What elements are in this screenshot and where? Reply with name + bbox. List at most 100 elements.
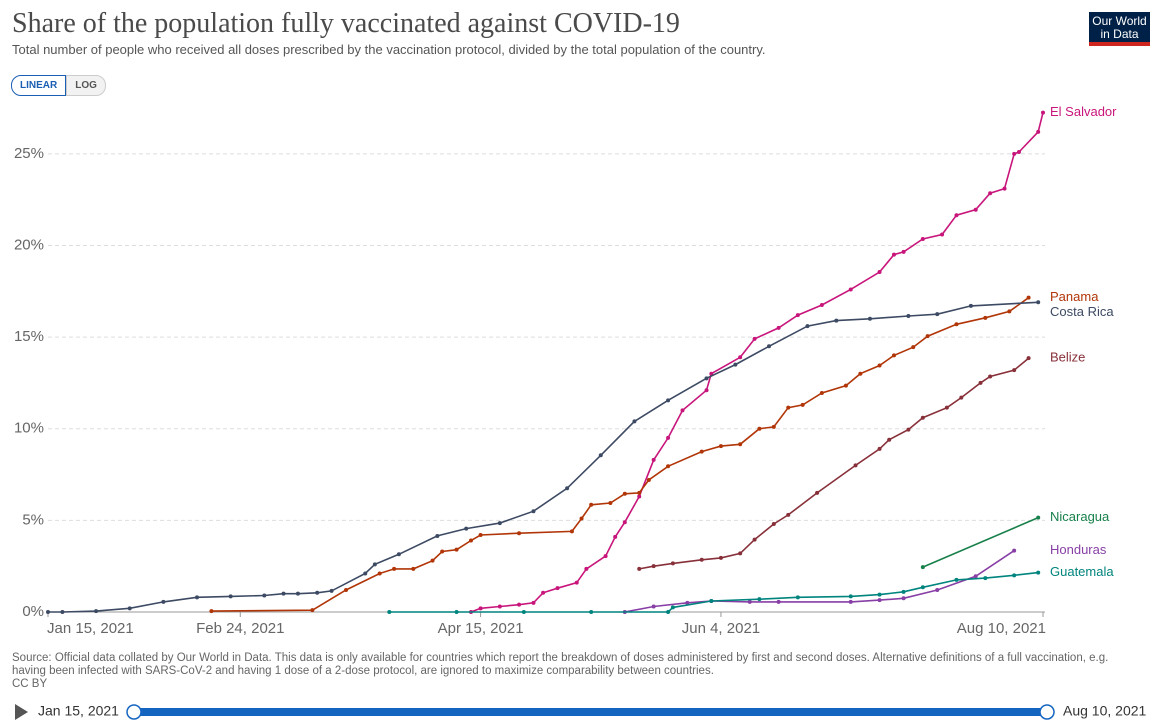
data-point bbox=[978, 380, 983, 385]
data-point bbox=[377, 571, 382, 576]
data-point bbox=[935, 588, 940, 593]
timeline-handle[interactable] bbox=[126, 704, 142, 720]
x-tick-label: Jan 15, 2021 bbox=[47, 620, 134, 637]
data-point bbox=[1012, 548, 1017, 553]
data-point bbox=[819, 303, 824, 308]
data-point bbox=[1041, 110, 1045, 115]
data-point bbox=[613, 534, 618, 539]
data-point bbox=[795, 595, 800, 600]
x-tick-label: Apr 15, 2021 bbox=[438, 620, 524, 637]
line-label: Panama bbox=[1050, 289, 1099, 304]
data-point bbox=[94, 609, 99, 614]
line-label: Guatemala bbox=[1050, 564, 1114, 579]
data-point bbox=[920, 585, 925, 590]
data-point bbox=[877, 598, 882, 603]
data-point bbox=[819, 390, 824, 395]
line-label: Nicaragua bbox=[1050, 509, 1110, 524]
data-point bbox=[478, 606, 483, 611]
log-button[interactable]: LOG bbox=[66, 75, 106, 96]
data-point bbox=[1012, 151, 1017, 156]
data-point bbox=[579, 516, 584, 521]
data-point bbox=[935, 312, 940, 317]
data-point bbox=[718, 555, 723, 560]
data-point bbox=[680, 408, 685, 413]
data-point bbox=[531, 600, 536, 605]
data-point bbox=[228, 594, 233, 599]
data-point bbox=[411, 566, 416, 571]
data-point bbox=[603, 554, 608, 559]
data-point bbox=[954, 322, 959, 327]
data-point bbox=[858, 371, 863, 376]
data-point bbox=[608, 500, 613, 505]
data-point bbox=[392, 566, 397, 571]
line-label: Belize bbox=[1050, 350, 1085, 365]
data-point bbox=[901, 589, 906, 594]
data-point bbox=[1036, 515, 1041, 520]
data-point bbox=[666, 610, 671, 614]
data-point bbox=[699, 557, 704, 562]
data-point bbox=[541, 590, 546, 595]
data-point bbox=[565, 486, 570, 491]
data-point bbox=[651, 564, 656, 569]
data-point bbox=[757, 426, 762, 431]
data-point bbox=[877, 446, 882, 451]
data-point bbox=[1036, 570, 1041, 575]
data-point bbox=[699, 449, 704, 454]
data-point bbox=[925, 334, 930, 339]
data-point bbox=[988, 191, 993, 196]
data-point bbox=[569, 529, 574, 534]
data-point bbox=[363, 571, 368, 576]
data-point bbox=[704, 388, 709, 393]
timeline-handle[interactable] bbox=[1039, 704, 1055, 720]
y-tick-label: 10% bbox=[14, 420, 44, 437]
data-point bbox=[954, 213, 959, 218]
series-line bbox=[48, 301, 1039, 613]
data-point bbox=[209, 609, 214, 614]
data-point bbox=[632, 419, 637, 424]
y-tick-label: 15% bbox=[14, 328, 44, 345]
data-point bbox=[127, 606, 132, 611]
data-point bbox=[906, 427, 911, 432]
data-point bbox=[517, 602, 522, 607]
data-point bbox=[670, 561, 675, 566]
data-point bbox=[1012, 368, 1017, 373]
data-point bbox=[973, 574, 978, 579]
x-tick-label: Jun 4, 2021 bbox=[682, 620, 760, 637]
series-line bbox=[389, 571, 1039, 613]
data-point bbox=[733, 362, 738, 367]
play-button[interactable] bbox=[15, 704, 28, 720]
data-point bbox=[795, 313, 800, 318]
data-point bbox=[584, 566, 589, 571]
logo-line: Our World bbox=[1092, 14, 1147, 28]
data-point bbox=[776, 325, 781, 330]
data-point bbox=[920, 237, 925, 242]
data-point bbox=[651, 457, 656, 462]
data-point bbox=[786, 512, 791, 517]
license: CC BY bbox=[12, 678, 48, 690]
data-point bbox=[776, 599, 781, 604]
data-point bbox=[738, 551, 743, 556]
data-point bbox=[329, 588, 334, 593]
scale-toggle: LINEAR LOG bbox=[11, 75, 106, 96]
y-tick-label: 25% bbox=[14, 145, 44, 162]
data-point bbox=[281, 591, 286, 596]
data-point bbox=[709, 599, 714, 604]
data-point bbox=[800, 402, 805, 407]
data-point bbox=[877, 270, 882, 275]
data-point bbox=[622, 520, 627, 525]
data-point bbox=[646, 478, 651, 483]
data-point bbox=[637, 494, 642, 499]
data-point bbox=[310, 608, 315, 613]
data-point bbox=[834, 318, 839, 323]
timeline-start: Jan 15, 2021 bbox=[38, 703, 119, 719]
data-point bbox=[805, 324, 810, 329]
data-point bbox=[786, 405, 791, 410]
data-point bbox=[555, 586, 560, 591]
data-point bbox=[478, 533, 483, 538]
data-point bbox=[988, 374, 993, 379]
logo[interactable]: Our World in Data bbox=[1089, 12, 1150, 46]
logo-line: in Data bbox=[1100, 27, 1139, 41]
data-point bbox=[464, 526, 469, 531]
data-point bbox=[891, 353, 896, 358]
linear-button[interactable]: LINEAR bbox=[11, 75, 67, 96]
